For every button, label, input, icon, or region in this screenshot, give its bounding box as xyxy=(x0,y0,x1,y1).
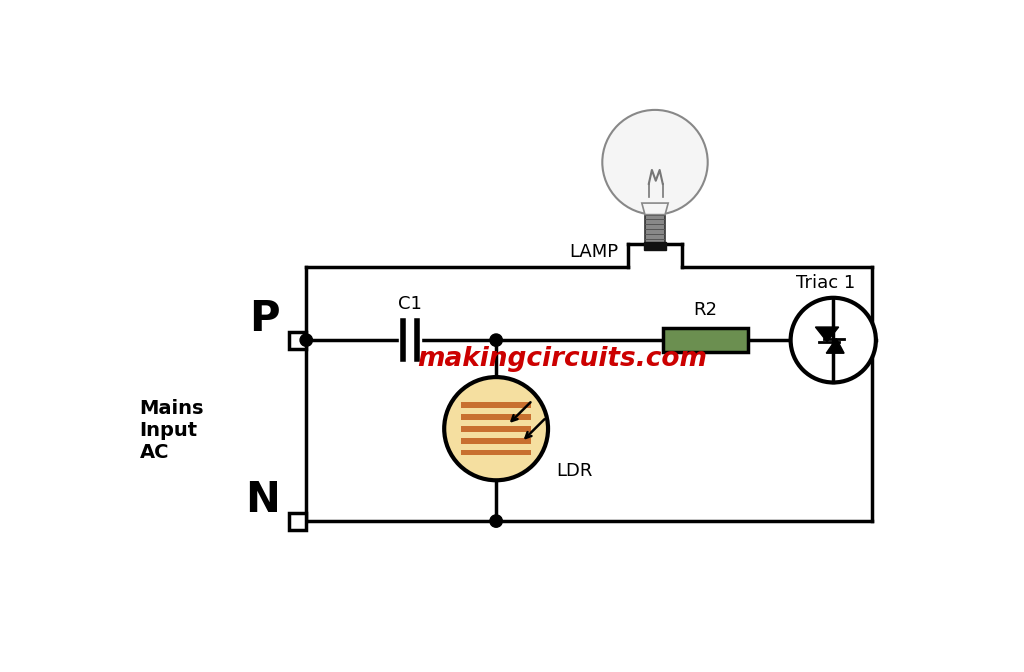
Circle shape xyxy=(602,110,708,214)
Polygon shape xyxy=(826,339,844,353)
Circle shape xyxy=(489,334,503,346)
Bar xyxy=(644,243,666,250)
Bar xyxy=(645,214,665,244)
Bar xyxy=(461,426,531,431)
Circle shape xyxy=(444,377,548,480)
Bar xyxy=(289,513,306,530)
Bar xyxy=(461,414,531,419)
Bar xyxy=(461,437,531,444)
Text: LDR: LDR xyxy=(556,462,592,480)
Text: P: P xyxy=(249,298,280,339)
Text: Mains
Input
AC: Mains Input AC xyxy=(139,399,204,462)
Text: makingcircuits.com: makingcircuits.com xyxy=(417,346,707,372)
Bar xyxy=(289,332,306,349)
Bar xyxy=(461,402,531,408)
Bar xyxy=(663,328,748,352)
Text: R2: R2 xyxy=(693,300,718,319)
Circle shape xyxy=(489,515,503,528)
Circle shape xyxy=(791,298,876,382)
Text: Triac 1: Triac 1 xyxy=(796,274,855,292)
Text: LAMP: LAMP xyxy=(569,243,618,261)
Polygon shape xyxy=(642,203,669,214)
Text: N: N xyxy=(245,478,280,521)
Circle shape xyxy=(300,334,312,346)
Text: C1: C1 xyxy=(398,295,422,313)
Bar xyxy=(461,450,531,456)
Polygon shape xyxy=(815,327,839,341)
